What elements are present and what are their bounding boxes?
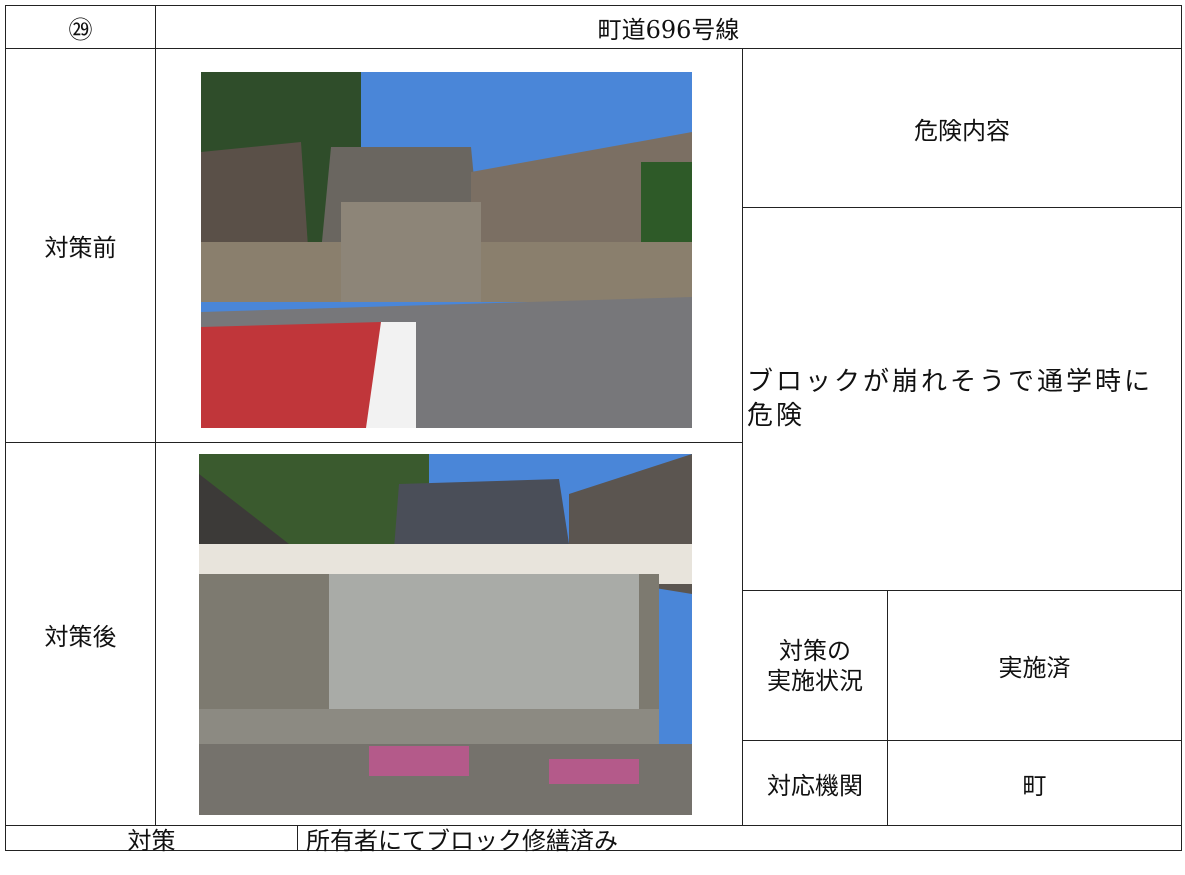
risk-heading-cell: 危険内容 xyxy=(742,48,1182,208)
after-photo xyxy=(199,454,692,815)
measure-text: 所有者にてブロック修繕済み xyxy=(306,826,618,855)
before-label-cell: 対策前 xyxy=(5,48,156,443)
status-label-line: 対策の xyxy=(779,636,851,665)
after-label: 対策後 xyxy=(44,622,117,651)
number-cell: ㉙ xyxy=(5,5,156,49)
risk-text-cell: ブロックが崩れそうで通学時に危険 xyxy=(742,207,1182,591)
status-label-line: 実施状況 xyxy=(767,666,863,695)
risk-text: ブロックが崩れそうで通学時に危険 xyxy=(747,367,1154,431)
agency-value-cell: 町 xyxy=(887,740,1182,826)
title: 町道696号線 xyxy=(597,15,740,44)
number: ㉙ xyxy=(68,15,93,44)
status-label-cell: 対策の 実施状況 xyxy=(742,590,888,741)
agency-value: 町 xyxy=(1022,771,1047,800)
agency-label-cell: 対応機関 xyxy=(742,740,888,826)
before-label: 対策前 xyxy=(44,234,117,262)
agency-label: 対応機関 xyxy=(767,771,863,800)
risk-heading: 危険内容 xyxy=(914,116,1010,145)
measure-text-cell: 所有者にてブロック修繕済み xyxy=(297,825,1182,855)
status-value-cell: 実施済 xyxy=(887,590,1182,741)
status-value: 実施済 xyxy=(998,654,1071,682)
before-photo xyxy=(201,72,692,428)
title-cell: 町道696号線 xyxy=(155,5,1182,49)
measure-label: 対策 xyxy=(127,826,176,855)
after-label-cell: 対策後 xyxy=(5,442,156,826)
measure-label-cell: 対策 xyxy=(5,825,298,855)
